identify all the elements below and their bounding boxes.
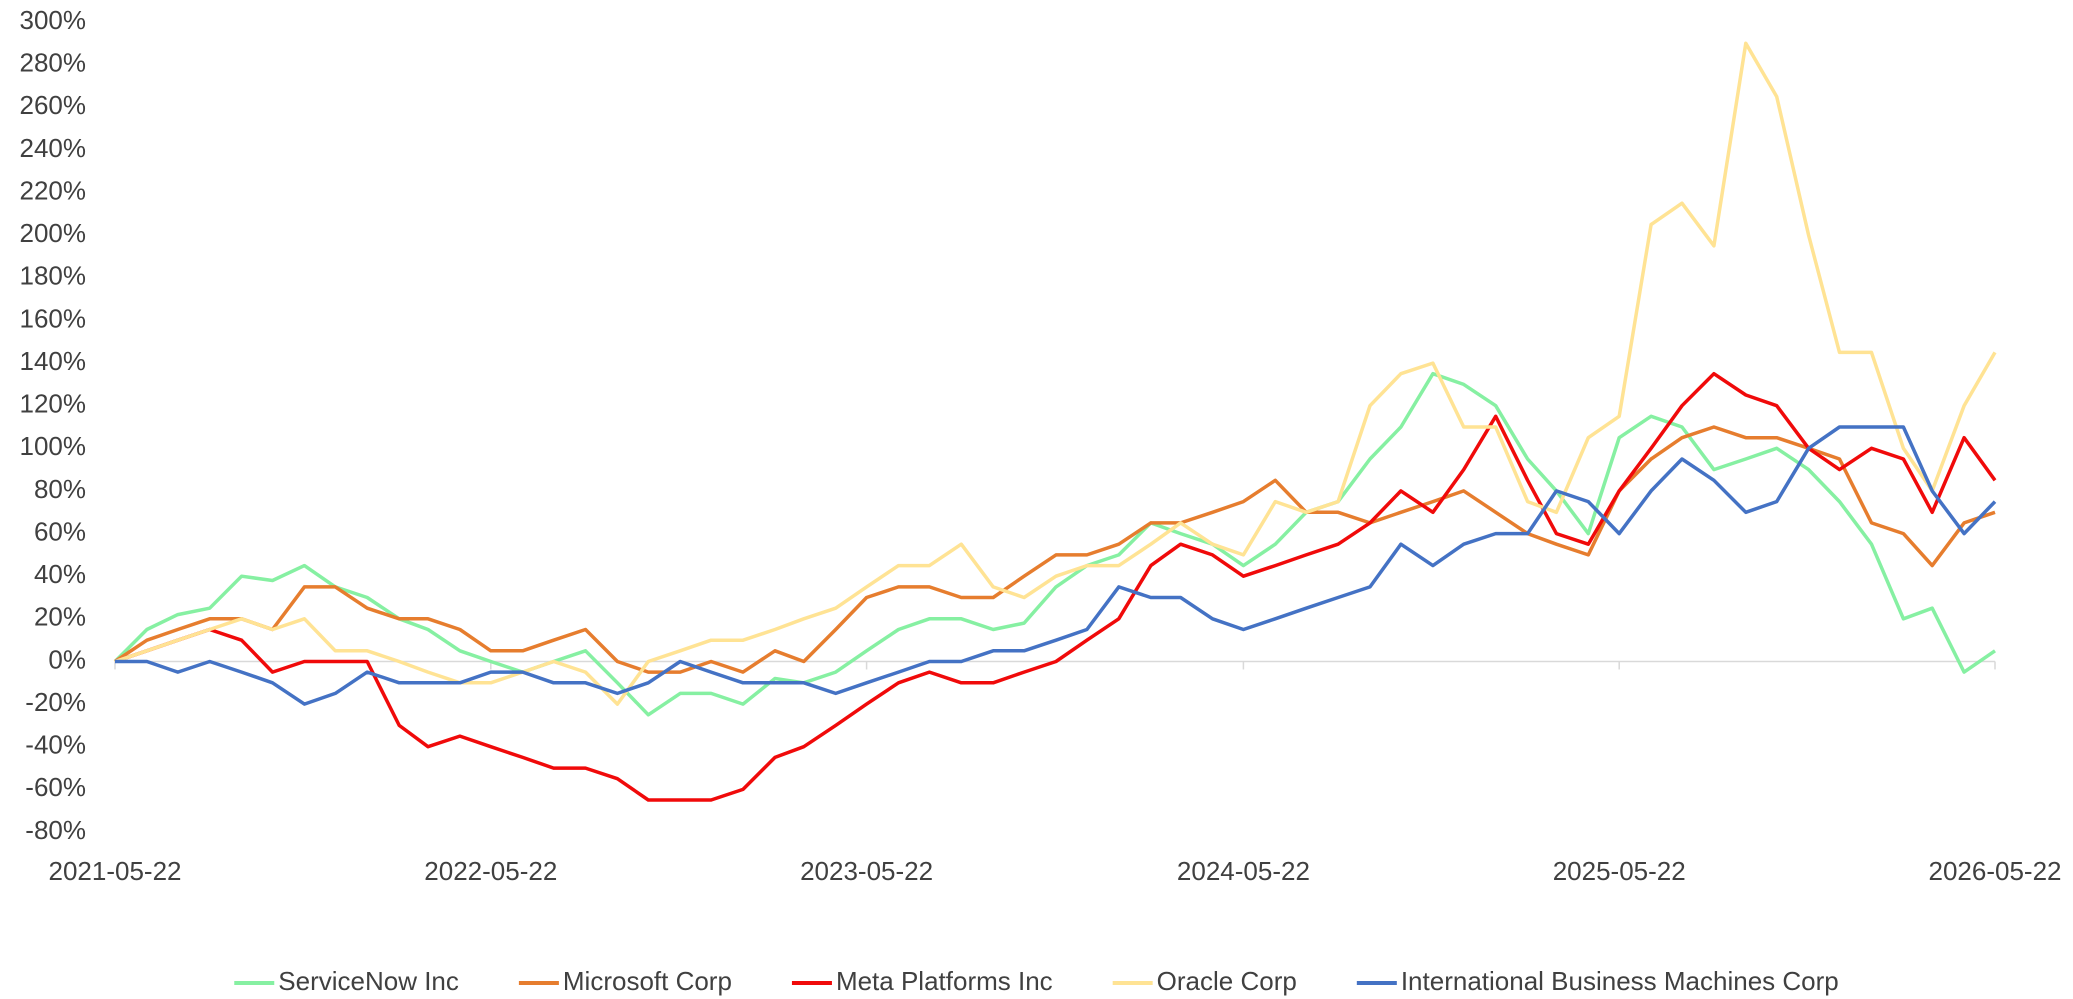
series-line <box>115 425 1997 706</box>
y-tick-label: -80% <box>25 815 86 845</box>
y-tick-label: 180% <box>20 261 87 291</box>
y-tick-label: 240% <box>20 133 87 163</box>
y-tick-label: 260% <box>20 90 87 120</box>
series-line <box>113 371 1996 717</box>
series-line <box>114 425 1996 674</box>
legend-label: Microsoft Corp <box>563 966 732 996</box>
legend-label: Oracle Corp <box>1157 966 1297 996</box>
x-tick-label: 2023-05-22 <box>800 856 933 886</box>
x-tick-label: 2024-05-22 <box>1177 856 1310 886</box>
y-tick-label: 100% <box>20 431 87 461</box>
y-tick-label: 80% <box>34 474 86 504</box>
y-tick-label: 120% <box>20 389 87 419</box>
y-tick-label: -40% <box>25 730 86 760</box>
y-tick-label: -20% <box>25 687 86 717</box>
y-tick-label: 300% <box>20 5 87 35</box>
y-tick-label: 280% <box>20 48 87 78</box>
series-line <box>114 41 1997 706</box>
x-tick-label: 2025-05-22 <box>1553 856 1686 886</box>
x-tick-label: 2021-05-22 <box>49 856 182 886</box>
series-line <box>114 371 1997 802</box>
y-tick-label: 60% <box>34 516 86 546</box>
x-tick-label: 2026-05-22 <box>1929 856 2062 886</box>
y-tick-label: 140% <box>20 346 87 376</box>
y-tick-label: -60% <box>25 772 86 802</box>
y-tick-label: 160% <box>20 303 87 333</box>
y-tick-label: 200% <box>20 218 87 248</box>
y-tick-label: 220% <box>20 175 87 205</box>
legend-label: ServiceNow Inc <box>278 966 459 996</box>
y-tick-label: 20% <box>34 602 86 632</box>
legend-label: Meta Platforms Inc <box>836 966 1053 996</box>
y-tick-label: 0% <box>48 644 86 674</box>
x-tick-label: 2022-05-22 <box>424 856 557 886</box>
y-tick-label: 40% <box>34 559 86 589</box>
legend-label: International Business Machines Corp <box>1401 966 1839 996</box>
